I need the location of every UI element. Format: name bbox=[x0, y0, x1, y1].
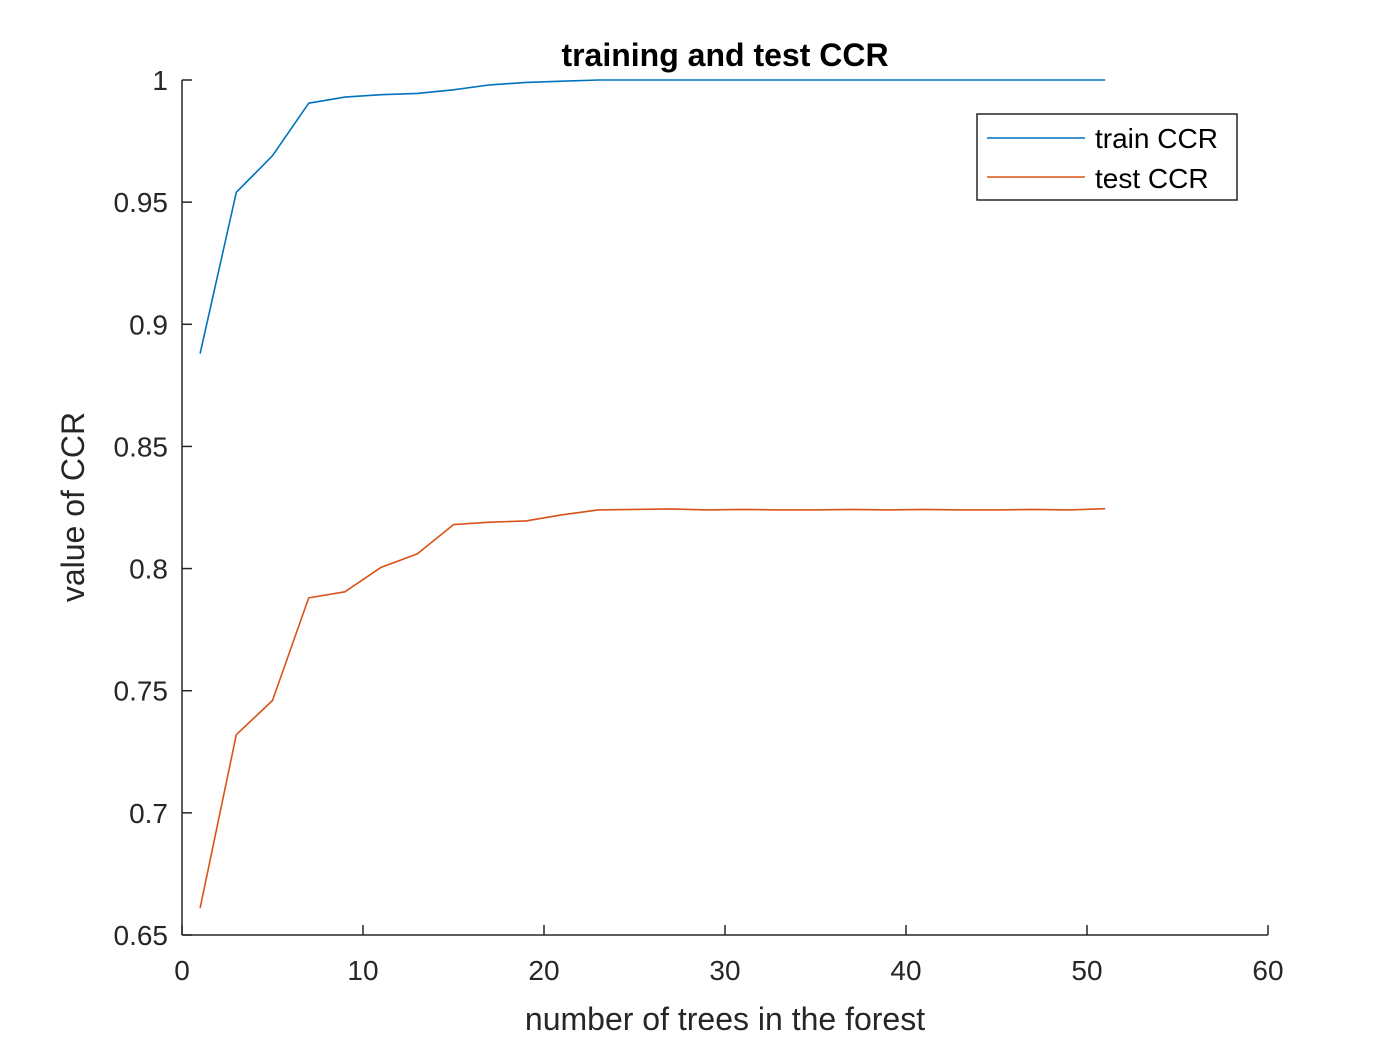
y-tick-label: 0.85 bbox=[114, 431, 169, 462]
x-tick-label: 0 bbox=[174, 955, 190, 986]
x-tick-label: 10 bbox=[347, 955, 378, 986]
series-layer bbox=[199, 79, 1106, 909]
y-tick-label: 0.75 bbox=[114, 676, 169, 707]
tick-labels: 0 10 20 30 40 50 60 0.65 0.7 0.75 0.8 0.85 0.9 0.95 1 bbox=[114, 65, 1284, 986]
y-tick-label: 0.95 bbox=[114, 187, 169, 218]
series-line-train bbox=[199, 79, 1106, 354]
legend-label-test: test CCR bbox=[1095, 163, 1209, 194]
legend-box bbox=[976, 113, 1238, 201]
x-tick-label: 40 bbox=[890, 955, 921, 986]
y-tick-label: 0.8 bbox=[129, 554, 168, 585]
y-tick-label: 0.7 bbox=[129, 798, 168, 829]
x-tick-label: 50 bbox=[1071, 955, 1102, 986]
y-tick-label: 0.65 bbox=[114, 920, 169, 951]
x-axis-label: number of trees in the forest bbox=[525, 1001, 925, 1037]
x-tick-label: 20 bbox=[528, 955, 559, 986]
chart-title: training and test CCR bbox=[561, 37, 888, 73]
legend: train CCR test CCR bbox=[976, 113, 1238, 201]
axes bbox=[181, 79, 1269, 936]
x-tick-label: 30 bbox=[709, 955, 740, 986]
y-tick-label: 1 bbox=[152, 65, 168, 96]
x-tick-label: 60 bbox=[1252, 955, 1283, 986]
series-line-test bbox=[199, 507, 1106, 909]
legend-label-train: train CCR bbox=[1095, 123, 1218, 154]
y-axis-label: value of CCR bbox=[55, 412, 91, 602]
y-tick-label: 0.9 bbox=[129, 309, 168, 340]
